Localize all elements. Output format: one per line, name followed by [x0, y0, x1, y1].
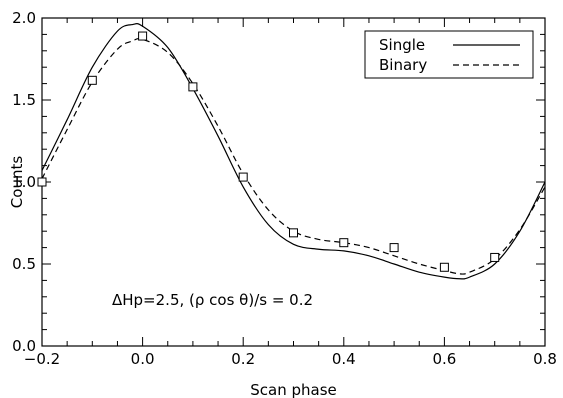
data-point: [138, 31, 148, 41]
series-line-binary: [41, 37, 546, 275]
x-axis-label: Scan phase: [250, 381, 337, 398]
tick-labels: −0.2 0.0 0.2 0.4 0.6 0.80.00.51.01.52.0: [12, 9, 557, 368]
y-tick-label: 0.5: [12, 255, 36, 273]
x-tick-label: 0.0: [131, 350, 155, 368]
data-point: [37, 177, 47, 187]
y-tick-label: 2.0: [12, 9, 36, 27]
data-point: [490, 252, 500, 262]
legend-box: [364, 30, 534, 79]
data-point: [389, 243, 399, 253]
x-tick-label: 0.2: [231, 350, 255, 368]
data-point: [289, 228, 298, 238]
series-line-single: [41, 23, 546, 280]
series-lines: [41, 23, 546, 280]
data-point: [439, 262, 449, 272]
x-tick-label: 0.6: [432, 350, 456, 368]
data-point: [339, 238, 349, 248]
data-point: [188, 82, 198, 92]
y-tick-label: 1.5: [12, 91, 36, 109]
x-tick-label: −0.2: [24, 350, 60, 368]
x-tick-label: 0.4: [332, 350, 356, 368]
data-point: [87, 75, 97, 85]
legend-label-binary: Binary: [379, 56, 427, 74]
legend-label-single: Single: [379, 36, 425, 54]
y-axis-label: Counts: [8, 156, 26, 209]
y-tick-label: 0.0: [12, 337, 36, 355]
data-points: [37, 31, 500, 272]
x-tick-label: 0.8: [533, 350, 557, 368]
data-point: [238, 172, 248, 182]
y-tick-label: 1.0: [12, 173, 36, 191]
legend: Single Binary: [364, 30, 534, 79]
annotation: ΔHp=2.5, (ρ cos θ)/s = 0.2: [112, 291, 313, 309]
